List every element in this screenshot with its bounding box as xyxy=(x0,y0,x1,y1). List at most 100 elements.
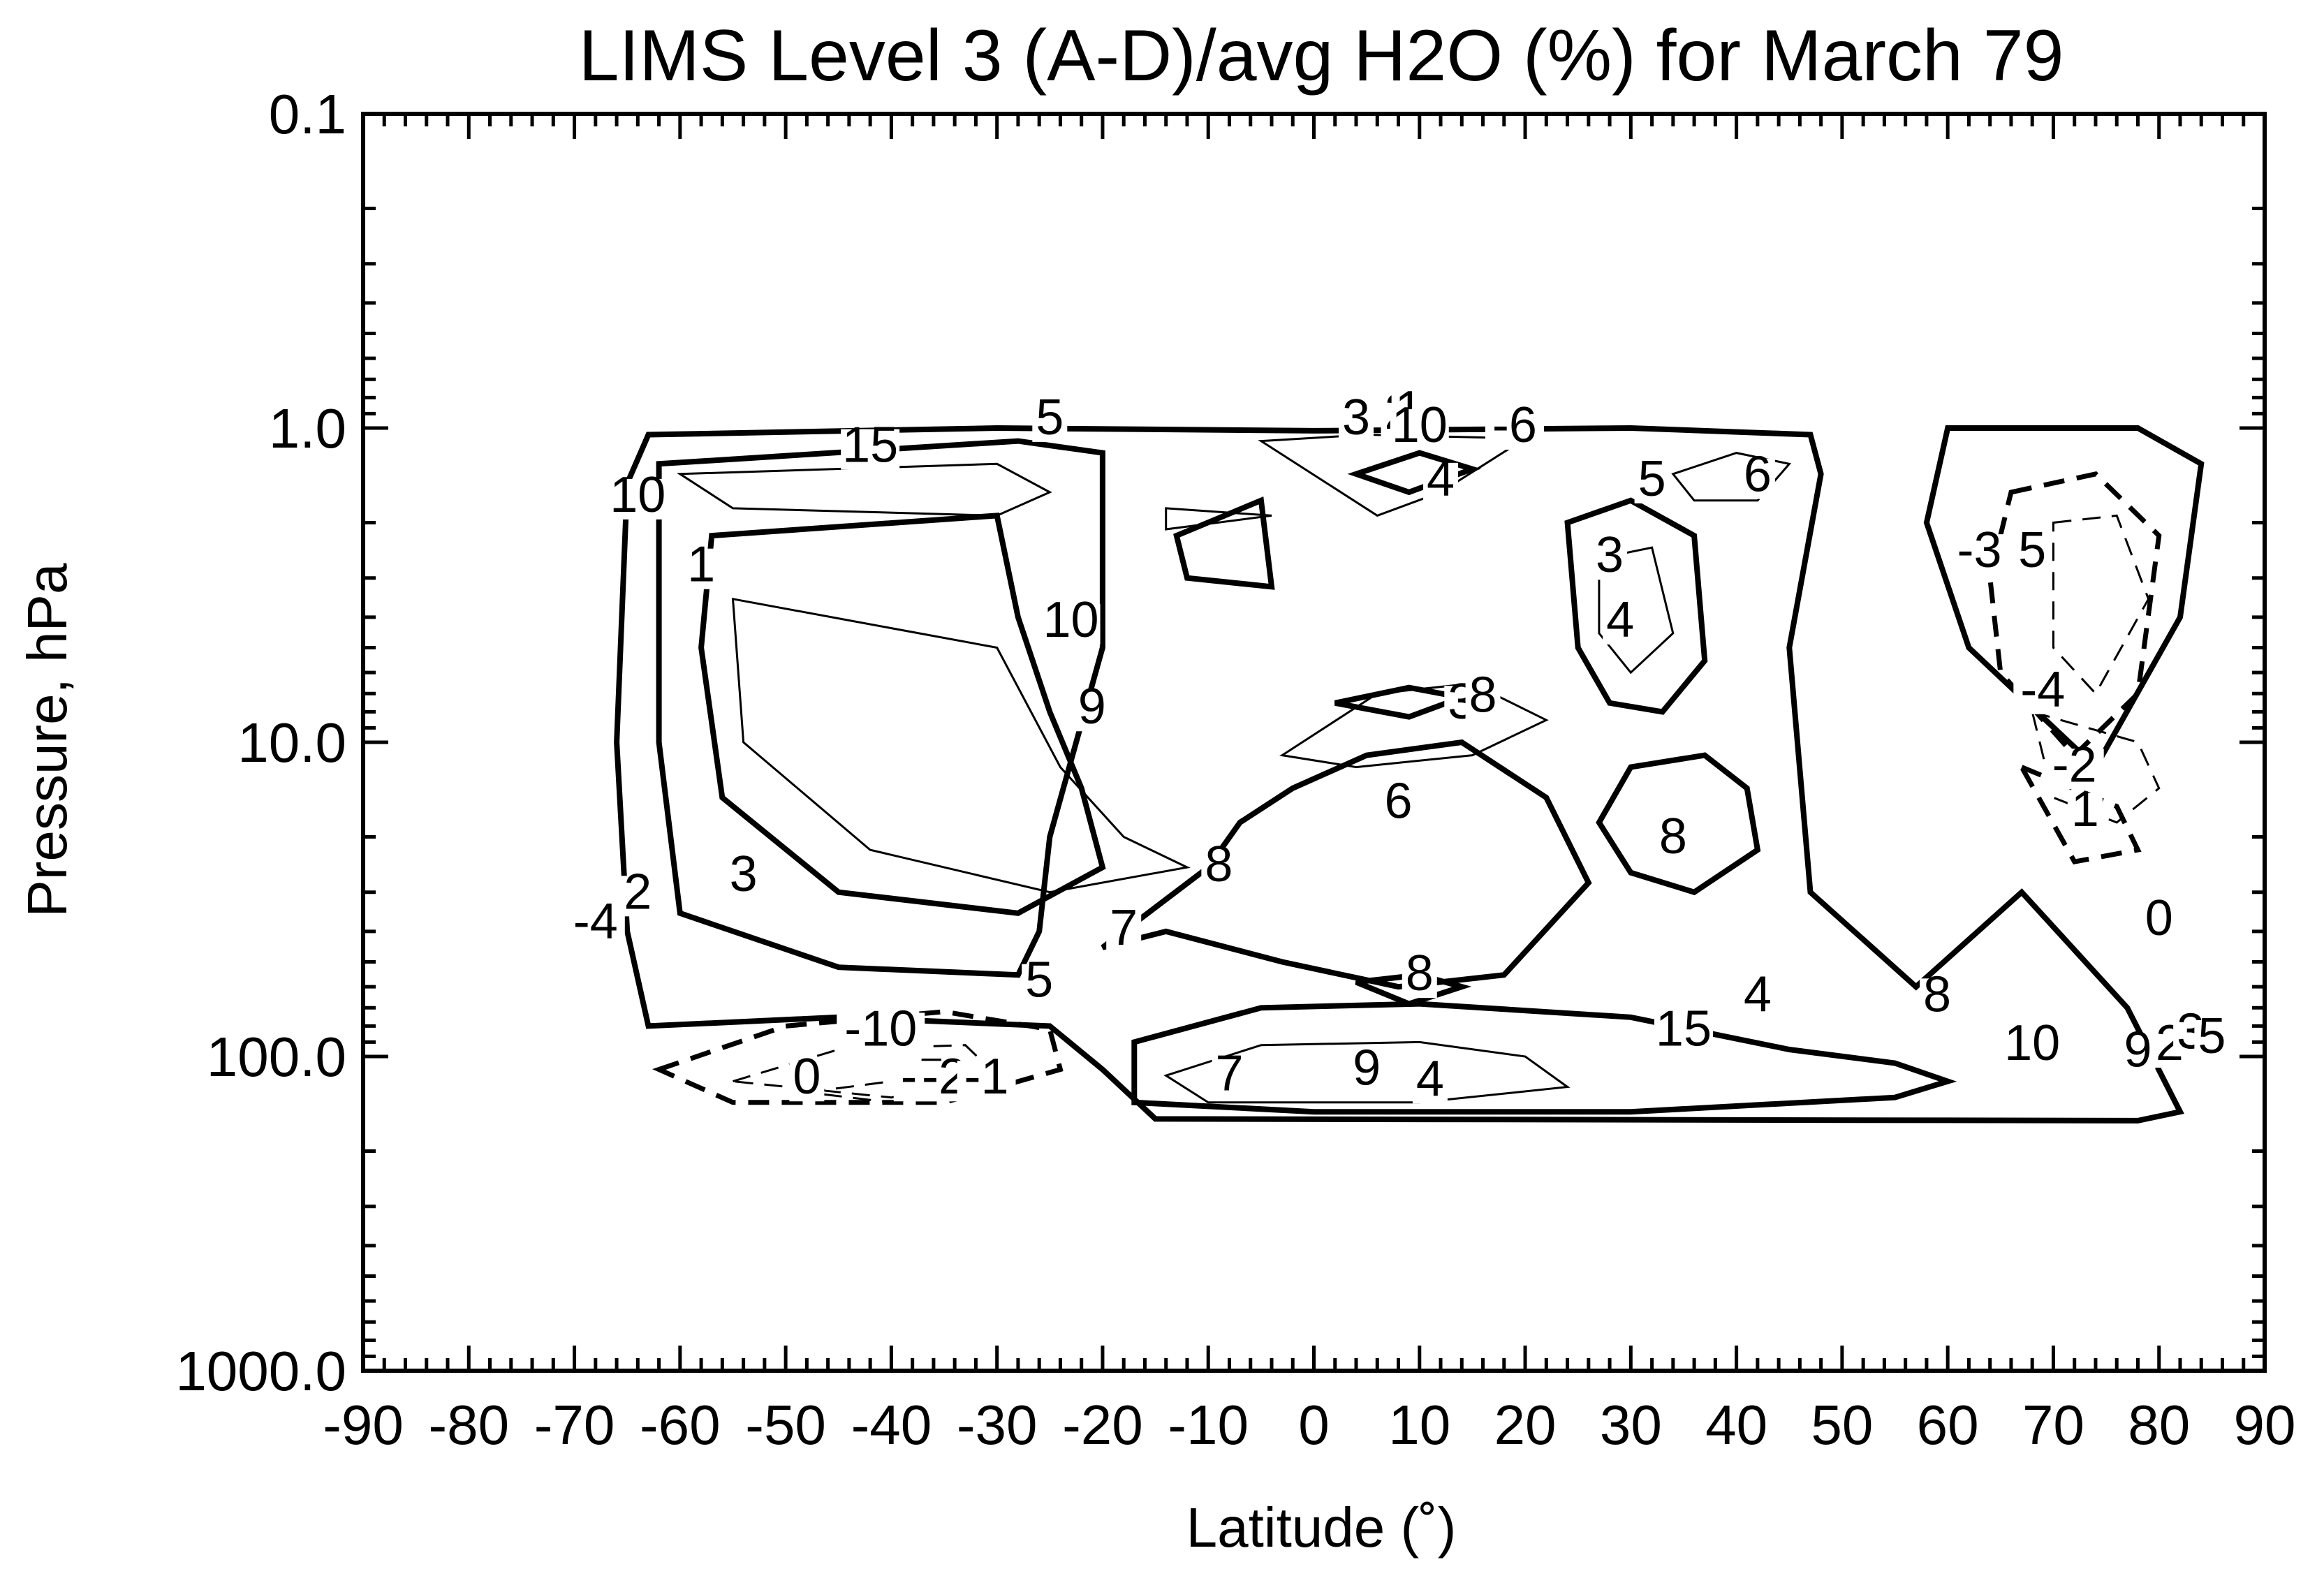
contour-label: 7 xyxy=(1110,900,1138,956)
contour-line xyxy=(1334,684,1473,720)
contour-label: 6 xyxy=(1744,447,1772,503)
contour-label-background xyxy=(1920,978,1955,1019)
contour-label-background xyxy=(2013,673,2073,714)
axis-ticks xyxy=(361,112,2267,1373)
contour-label-background xyxy=(1950,534,2009,575)
contour-label-background xyxy=(566,905,625,946)
x-tick-label: 90 xyxy=(2234,1394,2296,1456)
contour-line xyxy=(698,513,1106,916)
x-tick-label: -20 xyxy=(1062,1394,1143,1456)
contour-label-background xyxy=(1402,957,1437,999)
contour-label-background xyxy=(684,548,719,589)
contour-label-background xyxy=(620,876,656,917)
contour-label-background xyxy=(2120,1033,2156,1075)
contour-label: -4 xyxy=(573,894,618,950)
contour-label: 8 xyxy=(1469,667,1497,723)
contour-label-background xyxy=(608,478,668,520)
x-tick-label: 10 xyxy=(1388,1394,1450,1456)
contour-label: 4 xyxy=(1744,966,1772,1022)
contour-label-background xyxy=(1212,1057,1247,1098)
contour-label-background xyxy=(2141,901,2177,943)
contour-label-background xyxy=(1074,691,1110,732)
x-tick-label: -30 xyxy=(957,1394,1038,1456)
axis-tick-labels: -90 -80 -70 -60 -50 -40 -30 -20 -10 0 10 20 30 40 50 60… xyxy=(175,83,2295,1456)
contour-label-background xyxy=(2194,1019,2230,1061)
contour-label: 5 xyxy=(1036,390,1064,445)
contour-label-background xyxy=(1032,401,1068,442)
x-tick-label: -10 xyxy=(1168,1394,1249,1456)
contour-label-background xyxy=(1740,978,1775,1019)
contour-line xyxy=(1131,1001,1957,1115)
contour-line xyxy=(614,425,2184,1124)
contour-line xyxy=(733,1044,999,1099)
contour-line xyxy=(1101,739,1592,990)
contour-label: -10 xyxy=(844,1001,917,1056)
contour-label: 10 xyxy=(2004,1015,2060,1071)
x-tick-label: -70 xyxy=(534,1394,615,1456)
chart-title: LIMS Level 3 (A-D)/avg H2O (%) for March… xyxy=(579,15,2064,96)
contour-label: 5 xyxy=(1638,451,1666,507)
contour-line xyxy=(652,1009,1064,1105)
contour-label: -6 xyxy=(1492,397,1537,453)
y-axis-label: Pressure, hPa xyxy=(16,563,78,917)
contour-label: 3 xyxy=(730,846,758,902)
x-tick-label: 30 xyxy=(1600,1394,1662,1456)
contour-label-background xyxy=(1041,603,1101,645)
y-tick-label: 1000.0 xyxy=(175,1340,346,1402)
contour-label: -4 xyxy=(2020,662,2065,718)
contour-label: 2 xyxy=(624,864,652,920)
contour-label: 9 xyxy=(2124,1022,2152,1078)
contour-label: 8 xyxy=(1659,809,1687,864)
contour-label: 5 xyxy=(2198,1008,2226,1064)
contour-label: -1 xyxy=(964,1049,1009,1105)
contour-label: 9 xyxy=(1078,679,1106,735)
contour-line xyxy=(1279,682,1549,769)
x-tick-label: 20 xyxy=(1494,1394,1557,1456)
contour-label: 8 xyxy=(1406,945,1434,1001)
contour-label: 9 xyxy=(1353,1040,1381,1096)
contour-line xyxy=(676,462,1052,517)
contour-label-background xyxy=(2015,534,2050,575)
contour-line xyxy=(2052,514,2150,695)
contour-label-background xyxy=(1412,1063,1448,1104)
x-axis-label: Latitude (˚) xyxy=(1186,1496,1457,1559)
x-tick-label: -80 xyxy=(428,1394,509,1456)
contour-label: 10 xyxy=(1392,397,1448,453)
contour-label-background xyxy=(1339,401,1374,442)
contour-label-background xyxy=(2003,1027,2062,1068)
contour-label-background xyxy=(1740,458,1775,499)
x-tick-label: -60 xyxy=(640,1394,721,1456)
contour-label: 4 xyxy=(1427,451,1455,507)
x-tick-label: 40 xyxy=(1705,1394,1767,1456)
contour-label-background xyxy=(1634,462,1670,503)
contour-label: 1 xyxy=(2071,781,2099,837)
contour-line xyxy=(1598,546,1675,675)
contour-label: 0 xyxy=(2145,890,2173,946)
y-tick-label: 10.0 xyxy=(237,712,346,774)
contour-label: 4 xyxy=(1606,592,1634,648)
contour-line xyxy=(1596,752,1761,896)
y-tick-label: 0.1 xyxy=(269,83,346,145)
contour-label: 10 xyxy=(1043,592,1099,648)
contour-label: 0 xyxy=(793,1049,821,1105)
contour-label-background xyxy=(2067,793,2103,834)
contour-line xyxy=(1165,507,1272,531)
contour-label-background xyxy=(1106,912,1142,953)
contour-label: 5 xyxy=(2018,522,2046,578)
contour-line xyxy=(656,438,1105,978)
contour-label: 15 xyxy=(1656,1001,1712,1056)
contour-label-background xyxy=(2045,749,2104,790)
x-tick-label: 70 xyxy=(2022,1394,2084,1456)
contour-label-background xyxy=(1603,603,1638,645)
contour-line xyxy=(731,597,1191,894)
x-tick-label: 0 xyxy=(1298,1394,1330,1456)
contour-label: 4 xyxy=(1416,1051,1444,1107)
x-tick-label: 80 xyxy=(2128,1394,2190,1456)
x-tick-label: -90 xyxy=(323,1394,404,1456)
contour-label: 6 xyxy=(1384,774,1412,830)
contour-label-background xyxy=(1465,679,1501,720)
x-tick-label: 60 xyxy=(1917,1394,1979,1456)
contour-line xyxy=(1355,972,1472,1007)
contour-label-background xyxy=(1423,462,1459,503)
